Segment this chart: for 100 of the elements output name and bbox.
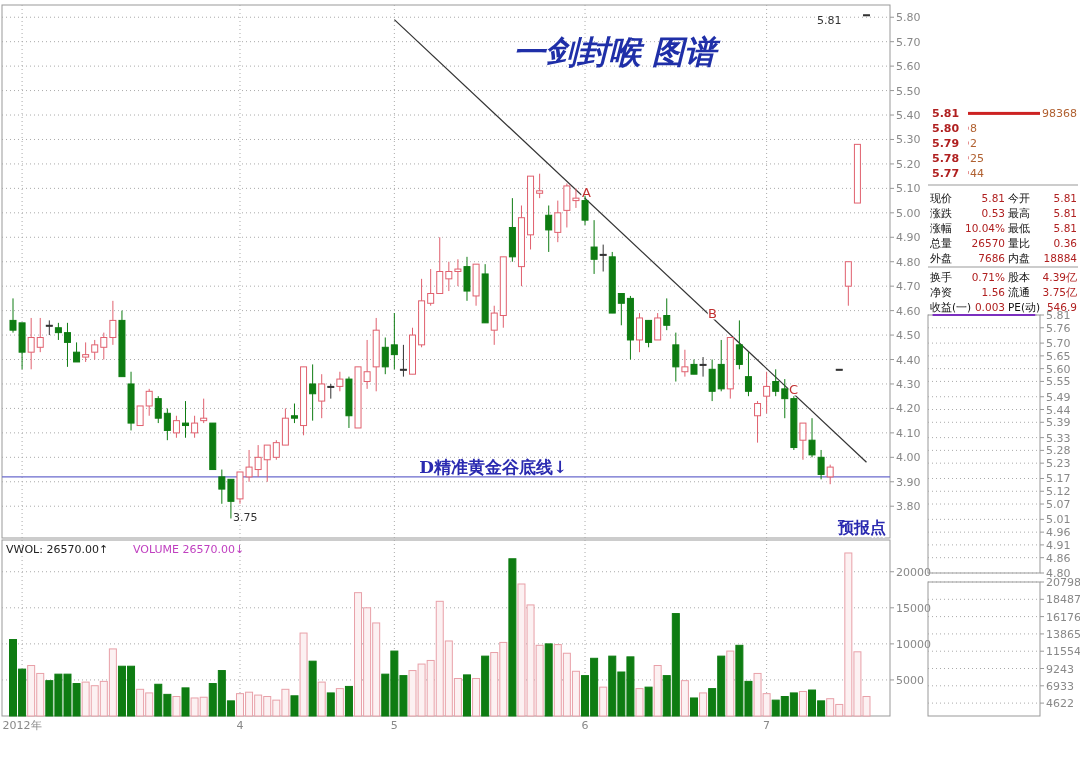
y-tick-label: 4.86 xyxy=(1046,551,1071,565)
candlestick xyxy=(218,469,226,505)
y-tick-label: 5.49 xyxy=(1046,390,1071,404)
y-tick-label: 5.44 xyxy=(1046,403,1071,417)
bar xyxy=(299,632,308,717)
candlestick xyxy=(735,319,743,370)
x-tick-label: 4 xyxy=(236,719,244,732)
candlestick xyxy=(36,317,44,353)
bar xyxy=(335,688,344,717)
candlestick xyxy=(227,478,235,519)
candlestick xyxy=(136,405,144,427)
candlestick xyxy=(145,388,153,417)
y-tick-label: 5.50 xyxy=(896,84,921,98)
candlestick xyxy=(808,417,816,458)
annotation: VWOL: 26570.00↑ xyxy=(6,543,109,556)
annotation: 预报点 xyxy=(837,518,886,537)
candlestick xyxy=(154,395,162,424)
text: 现价 xyxy=(930,192,952,204)
y-tick-label: 5.00 xyxy=(896,206,921,220)
data-label: 25 xyxy=(970,151,985,165)
annotation: C xyxy=(789,382,799,397)
candlestick xyxy=(772,368,780,397)
candlestick xyxy=(436,236,444,294)
candlestick xyxy=(263,444,271,483)
y-tick-label: 3.80 xyxy=(896,500,921,514)
annotation: 3.75 xyxy=(233,511,258,524)
data-label: 2 xyxy=(970,137,977,150)
text: 26570 xyxy=(971,237,1005,249)
y-tick-label: 4.50 xyxy=(896,329,921,343)
candlestick xyxy=(390,312,398,370)
y-tick-label: 5.01 xyxy=(1046,513,1071,527)
y-tick-label: 15000 xyxy=(896,601,931,615)
y-tick-label: 5000 xyxy=(896,673,924,687)
text: 一剑封喉 图谱 xyxy=(513,33,722,71)
y-tick-label: 5.60 xyxy=(896,60,921,74)
candlestick xyxy=(799,422,807,461)
candlestick xyxy=(427,268,435,307)
annotation: A xyxy=(582,185,591,200)
bar xyxy=(544,643,553,717)
y-tick-label: 5.79 xyxy=(932,137,960,150)
bar xyxy=(326,692,335,717)
candlestick xyxy=(763,371,771,414)
text: 1.56 xyxy=(981,286,1006,298)
text: 外盘 xyxy=(930,252,952,264)
text: 总量 xyxy=(929,237,952,249)
y-tick-label: 4.30 xyxy=(896,377,921,391)
candlestick xyxy=(254,444,262,478)
annotation: B xyxy=(708,306,717,321)
candlestick xyxy=(672,332,680,383)
y-tick-label: 4.10 xyxy=(896,426,921,440)
y-tick-label: 5.81 xyxy=(932,107,960,121)
candlestick xyxy=(309,363,317,422)
text: 收益(一) xyxy=(930,301,972,313)
candlestick xyxy=(445,261,453,292)
candlestick xyxy=(191,415,199,439)
candlestick xyxy=(200,398,208,424)
y-tick-label: 5.77 xyxy=(932,166,960,180)
y-tick-label: 3.90 xyxy=(896,475,921,489)
y-tick-label: 4.40 xyxy=(896,353,921,367)
y-tick-label: 5.65 xyxy=(1046,349,1071,363)
annotation: 5.81 xyxy=(817,14,842,27)
text: 0.53 xyxy=(981,207,1005,219)
text: 股本 xyxy=(1008,271,1030,283)
y-tick-label: 13865 xyxy=(1046,627,1080,641)
bar xyxy=(635,688,644,717)
bar xyxy=(472,677,481,717)
text: PE(动) xyxy=(1008,301,1041,313)
text: 18884 xyxy=(1043,252,1078,264)
candlestick xyxy=(27,317,35,370)
y-tick-label: 5.23 xyxy=(1046,457,1071,471)
y-tick-label: 4622 xyxy=(1046,697,1074,711)
text: 流通 xyxy=(1008,286,1030,298)
candlestick xyxy=(100,332,108,361)
candlestick xyxy=(554,200,562,243)
text: 5.81 xyxy=(981,192,1005,204)
candlestick xyxy=(699,356,707,378)
candlestick xyxy=(163,407,171,441)
candlestick xyxy=(381,337,389,375)
ref-line-label: D精准黄金谷底线↓ xyxy=(419,456,568,477)
y-tick-label: 5.28 xyxy=(1046,444,1071,458)
data-label: 44 xyxy=(970,166,985,180)
text: 7686 xyxy=(978,252,1006,264)
y-tick-label: 5.20 xyxy=(896,157,921,171)
y-tick-label: 5.80 xyxy=(932,122,960,136)
y-tick-label: 5.12 xyxy=(1046,485,1071,499)
y-tick-label: 6933 xyxy=(1046,679,1074,693)
bar xyxy=(508,558,517,717)
candlestick xyxy=(817,449,825,480)
text: 0.71% xyxy=(971,271,1006,283)
bar xyxy=(462,674,471,717)
x-tick-label: 5 xyxy=(390,719,398,732)
bar xyxy=(317,681,326,717)
candlestick xyxy=(290,403,298,424)
text: 量比 xyxy=(1008,237,1030,249)
y-tick-label: 5.30 xyxy=(896,133,921,147)
candlestick xyxy=(708,359,716,402)
y-tick-label: 4.80 xyxy=(896,255,921,269)
candlestick xyxy=(454,258,462,287)
y-tick-label: 4.20 xyxy=(896,402,921,416)
y-tick-label: 5.60 xyxy=(1046,362,1071,376)
